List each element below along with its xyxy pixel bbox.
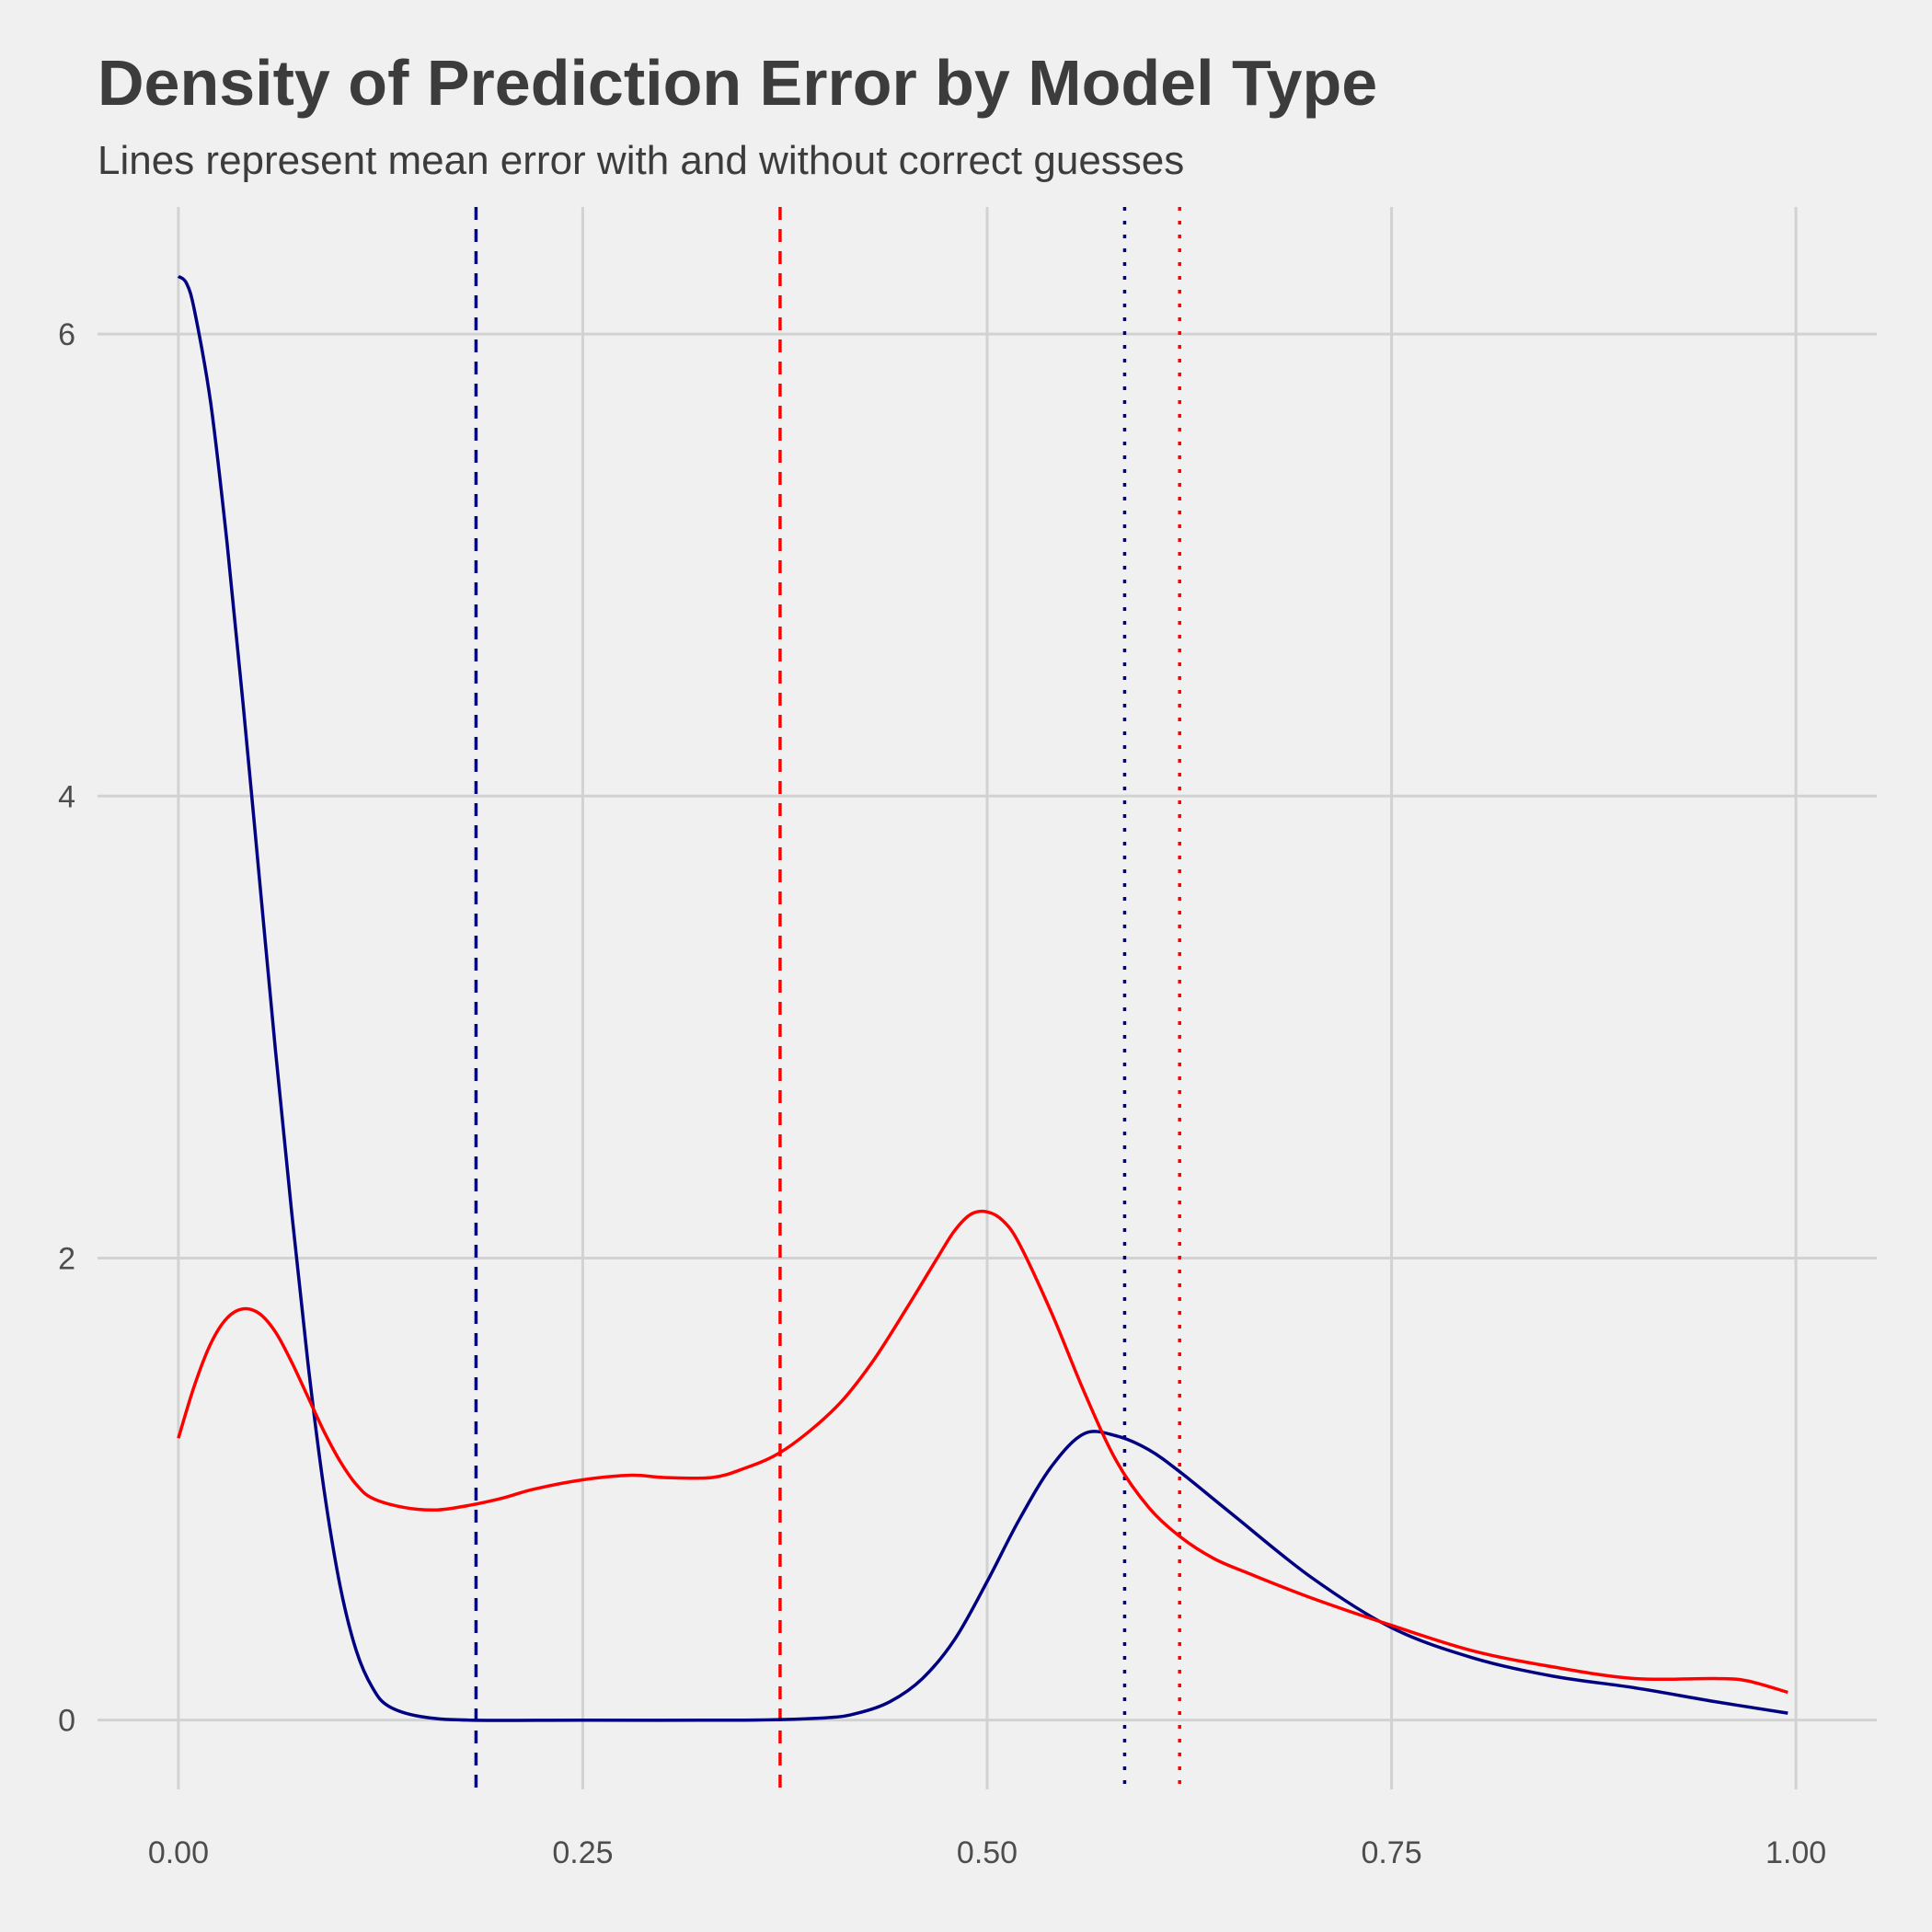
y-tick-label: 2	[58, 1241, 75, 1276]
x-tick-label: 0.00	[148, 1835, 209, 1870]
density-curve-1	[177, 274, 1788, 1722]
density-curve-2	[177, 1209, 1788, 1695]
series-layer	[177, 274, 1788, 1722]
chart-subtitle: Lines represent mean error with and with…	[98, 138, 1185, 183]
y-tick-label: 6	[58, 317, 75, 352]
x-tick-label: 0.25	[552, 1835, 613, 1870]
y-tick-labels: 0 2 4 6	[58, 317, 75, 1739]
x-tick-labels: 0.00 0.25 0.50 0.75 1.00	[148, 1835, 1826, 1870]
x-tick-label: 0.50	[957, 1835, 1018, 1870]
x-tick-label: 0.75	[1361, 1835, 1421, 1870]
chart-title: Density of Prediction Error by Model Typ…	[98, 47, 1378, 119]
y-tick-label: 4	[58, 779, 75, 814]
grid-layer	[98, 207, 1877, 1789]
x-tick-label: 1.00	[1765, 1835, 1826, 1870]
y-tick-label: 0	[58, 1704, 75, 1739]
mean-lines-layer	[474, 207, 1181, 1789]
